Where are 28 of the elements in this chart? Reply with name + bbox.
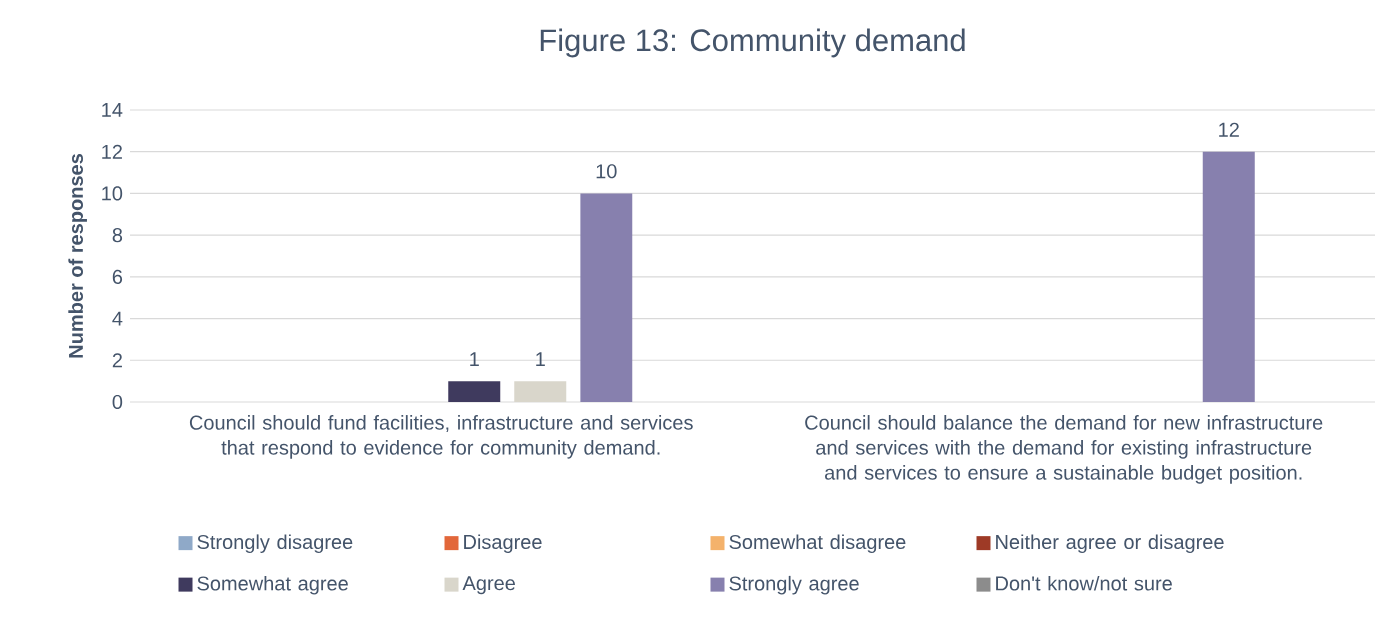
bar	[448, 381, 501, 402]
data-label: 12	[1219, 122, 1239, 137]
legend-label: Strongly agree	[729, 575, 859, 595]
y-axis-title: Number of responses	[68, 154, 87, 358]
bar	[514, 381, 567, 402]
bar	[580, 193, 633, 402]
legend-label: Somewhat agree	[197, 575, 348, 595]
data-label: 10	[596, 164, 617, 179]
data-label: 1	[536, 352, 545, 367]
y-tick-label: 6	[112, 269, 123, 284]
y-tick-label: 2	[112, 353, 122, 368]
y-tick-label: 12	[102, 144, 122, 159]
chart-title: Figure 13: Community demand	[540, 28, 965, 58]
bar	[1202, 151, 1255, 402]
x-tick-label: Council should fund facilities, infrastructure and services that respond to evidence for community demand.	[189, 415, 693, 459]
legend-label: Disagree	[464, 534, 542, 554]
y-tick-label: 14	[102, 103, 123, 117]
y-tick-label: 10	[102, 186, 123, 201]
y-tick-label: 8	[112, 228, 123, 243]
y-tick-label: 4	[112, 311, 123, 326]
legend-label: Don't know/not sure	[996, 575, 1172, 591]
y-tick-label: 0	[112, 394, 123, 410]
legend-label: Strongly disagree	[197, 534, 353, 554]
legend-label: Neither agree or disagree	[996, 534, 1224, 554]
x-tick-label: Council should balance the demand for new infrastructure and services with the demand for existing infrastructure and services to ensure a sustainable budget position.	[805, 415, 1323, 484]
data-label: 1	[470, 352, 479, 367]
legend-label: Agree	[462, 576, 515, 595]
legend-label: Somewhat disagree	[729, 534, 906, 554]
